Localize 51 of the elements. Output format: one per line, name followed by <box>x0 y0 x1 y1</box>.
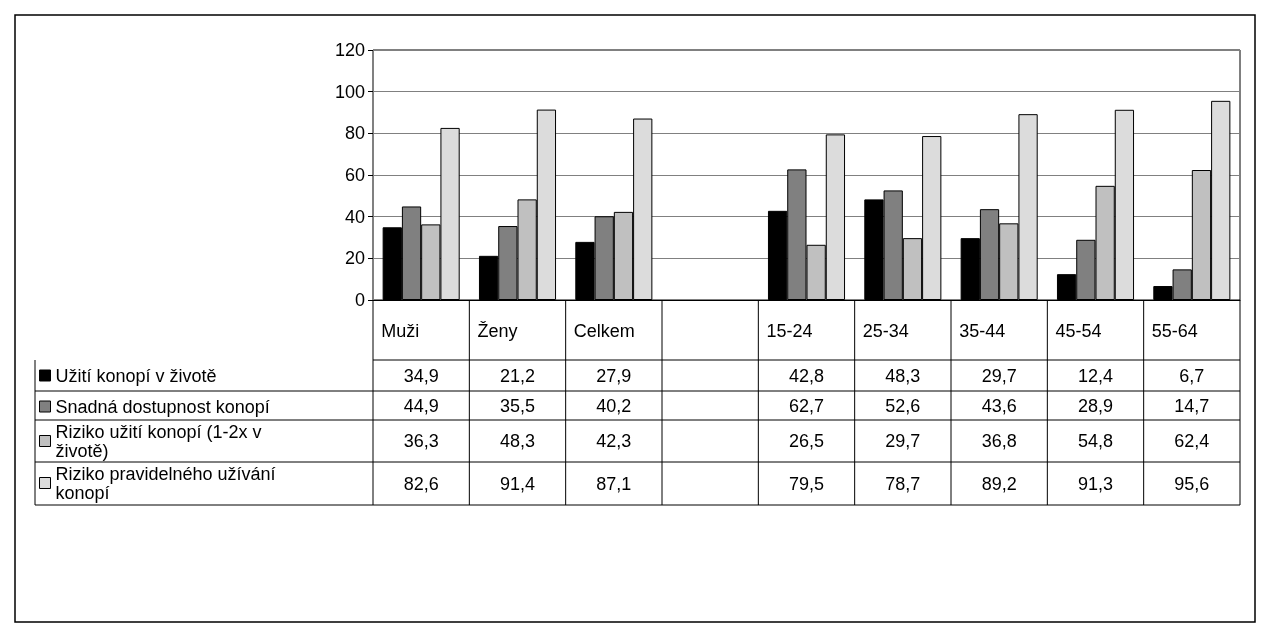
data-label: 91,4 <box>499 473 536 494</box>
data-label: 12,4 <box>1077 365 1114 386</box>
data-label: 79,5 <box>788 473 825 494</box>
data-label: 43,6 <box>981 395 1017 416</box>
y-tick-label: 20 <box>344 248 365 269</box>
data-label: 54,8 <box>1077 431 1114 451</box>
legend-label: Užití konopí v životě <box>55 365 217 386</box>
data-label: 36,3 <box>403 431 439 451</box>
x-tick-label: 35-44 <box>959 321 1006 341</box>
data-label: 35,5 <box>499 395 536 416</box>
x-tick-label: 55-64 <box>1151 321 1198 341</box>
data-label: 29,7 <box>981 365 1017 386</box>
data-label: 6,7 <box>1179 365 1205 386</box>
data-label: 62,7 <box>788 395 825 416</box>
x-tick-label: Muži <box>381 321 420 341</box>
x-tick-label: 25-34 <box>862 321 909 341</box>
x-tick-label: 15-24 <box>766 321 813 341</box>
data-label: 42,3 <box>596 431 632 451</box>
data-label: 40,2 <box>596 395 632 416</box>
data-label: 48,3 <box>885 365 921 386</box>
data-label: 52,6 <box>885 395 921 416</box>
legend-label: Snadná dostupnost konopí <box>55 396 270 417</box>
data-label: 89,2 <box>981 473 1017 494</box>
legend-label: Riziko užití konopí (1-2x v životě) <box>55 421 267 461</box>
y-tick-label: 120 <box>334 40 365 60</box>
data-label: 44,9 <box>403 395 439 416</box>
data-label: 42,8 <box>788 365 825 386</box>
data-label: 29,7 <box>885 431 921 451</box>
y-tick-label: 80 <box>344 123 365 144</box>
x-tick-label: 45-54 <box>1055 321 1102 341</box>
data-label: 14,7 <box>1174 395 1210 416</box>
data-label: 21,2 <box>499 365 536 386</box>
legend-label: Riziko pravidelného užívání konopí <box>55 463 281 503</box>
y-tick-label: 60 <box>344 165 365 185</box>
x-tick-label: Ženy <box>477 321 518 341</box>
data-label: 34,9 <box>403 365 439 386</box>
x-tick-label: Celkem <box>573 321 635 341</box>
y-tick-label: 40 <box>344 206 365 227</box>
y-tick-label: 100 <box>334 81 365 102</box>
data-label: 36,8 <box>981 431 1017 451</box>
data-label: 62,4 <box>1174 431 1210 451</box>
data-label: 48,3 <box>499 431 536 451</box>
data-label: 78,7 <box>885 473 921 494</box>
data-label: 82,6 <box>403 473 439 494</box>
data-label: 27,9 <box>596 365 632 386</box>
data-label: 91,3 <box>1077 473 1114 494</box>
data-label: 28,9 <box>1077 395 1114 416</box>
data-label: 95,6 <box>1174 473 1210 494</box>
data-label: 87,1 <box>596 473 632 494</box>
y-tick-label: 0 <box>354 290 365 310</box>
data-label: 26,5 <box>788 431 825 451</box>
